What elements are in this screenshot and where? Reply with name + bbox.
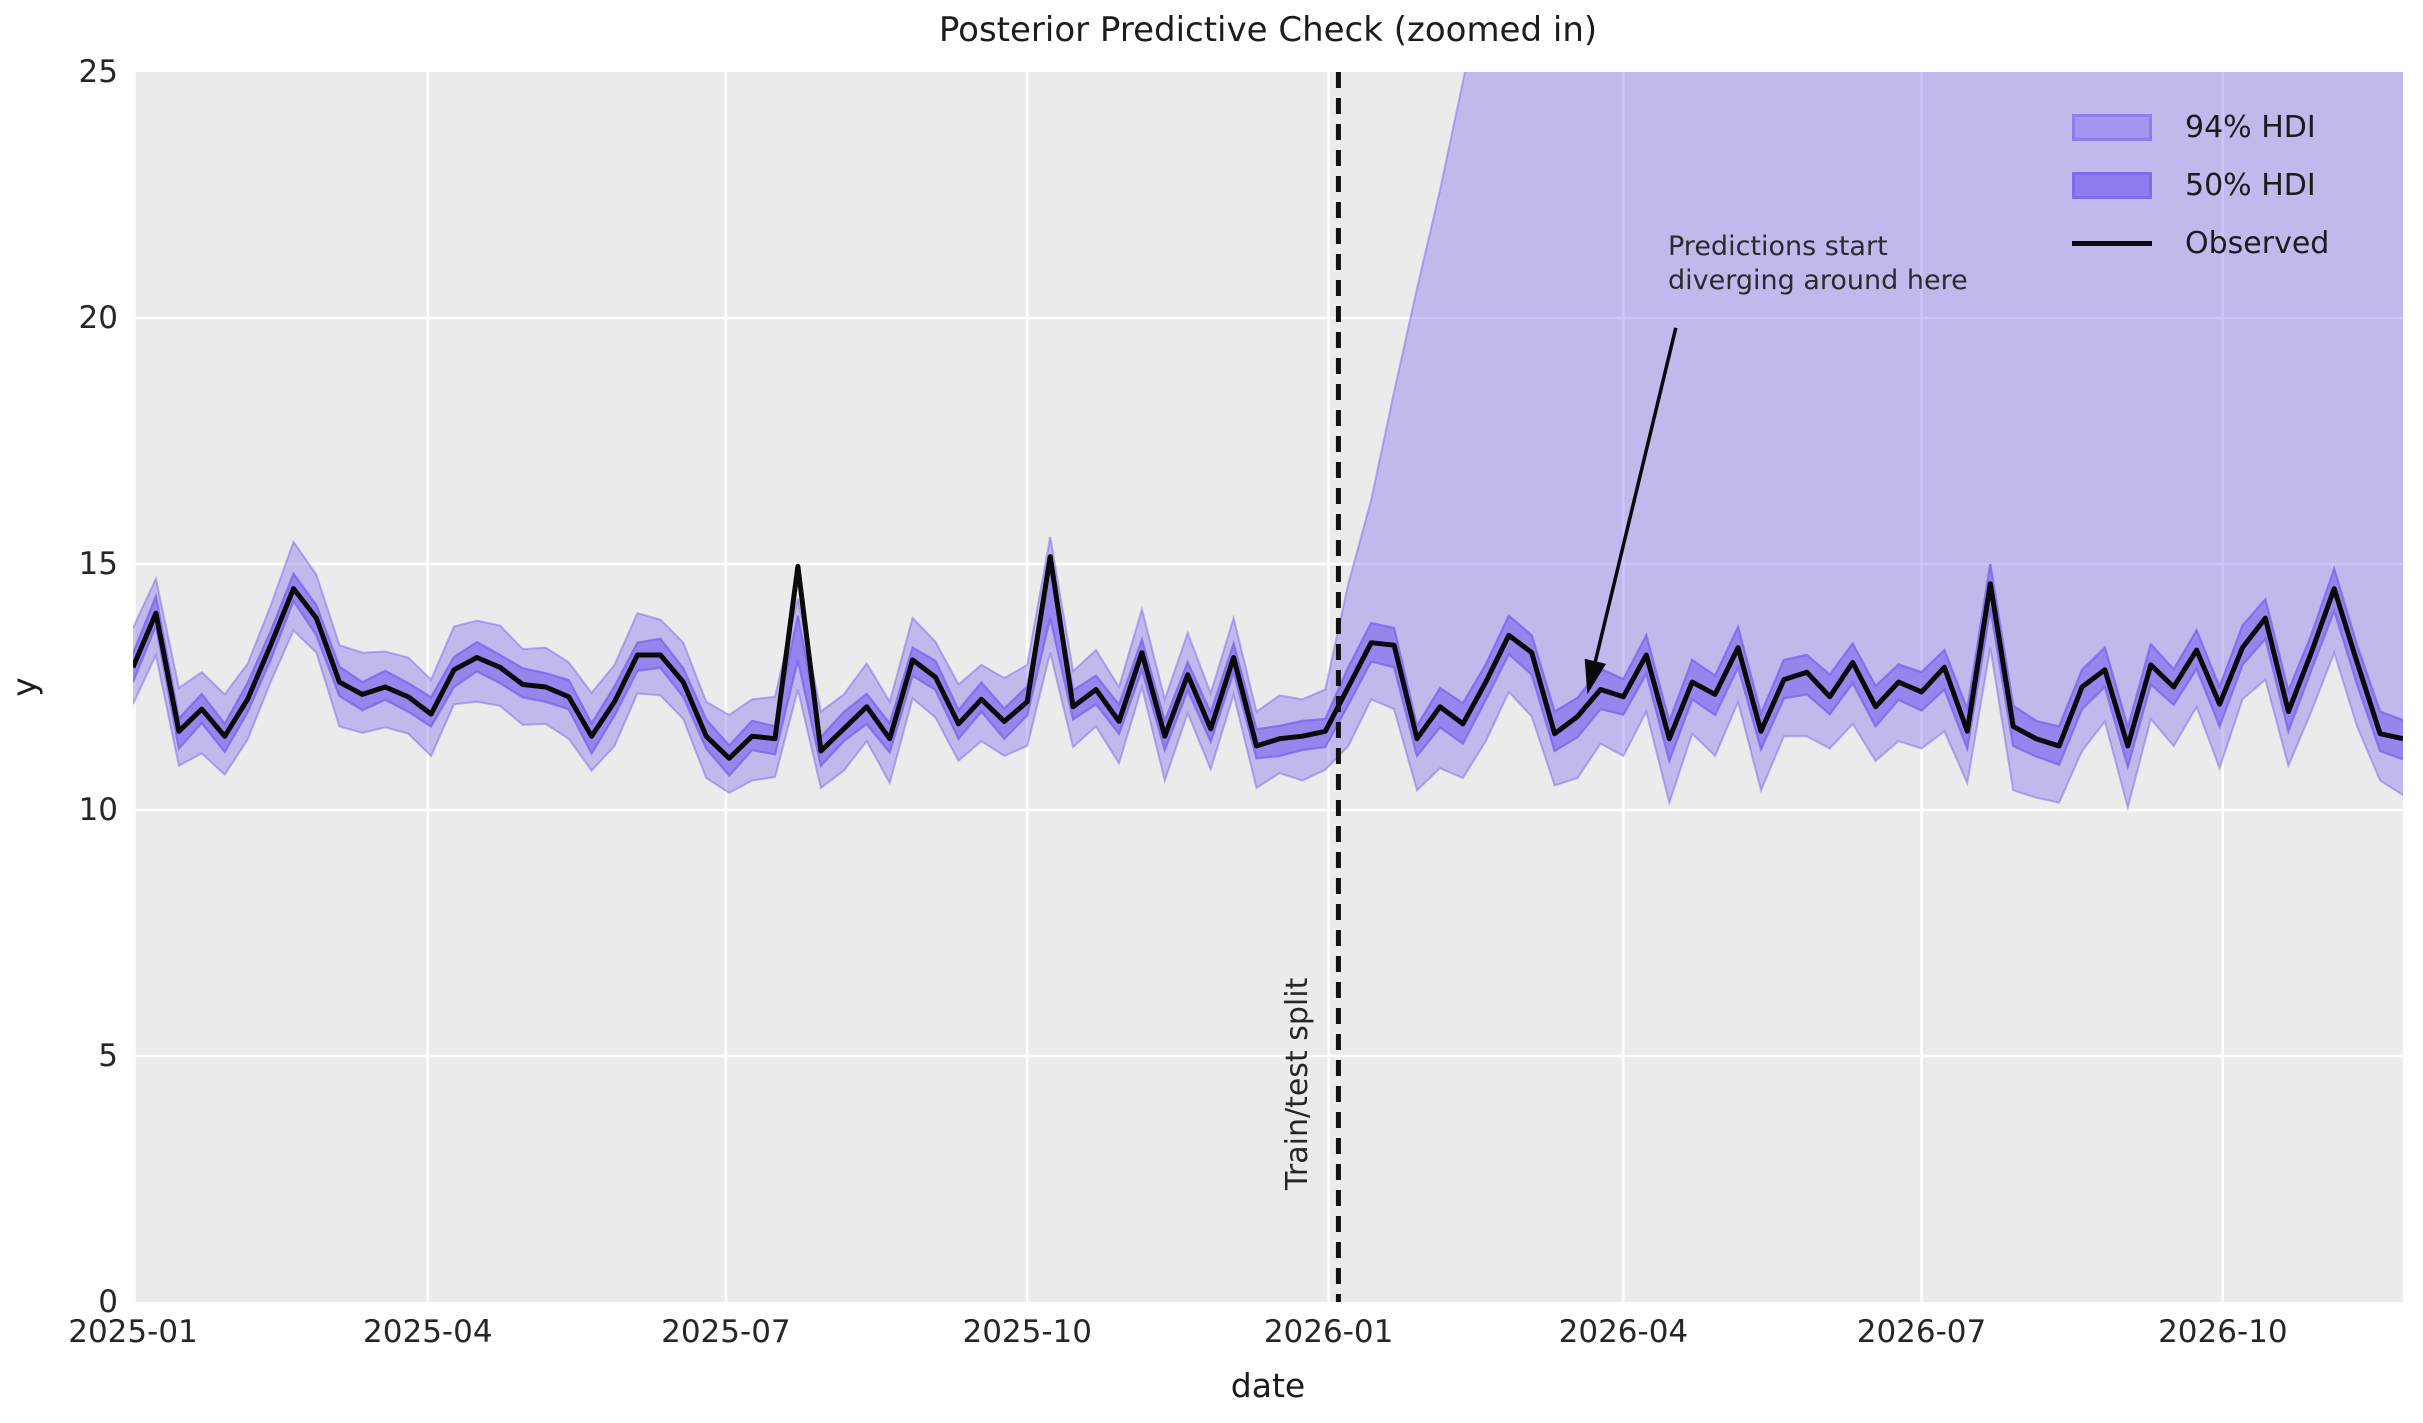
y-tick-20: 20: [78, 300, 118, 336]
x-tick-2025-07: 2025-07: [661, 1314, 791, 1350]
legend-row-94-hdi: 94% HDI: [2072, 98, 2329, 156]
legend-row-50-hdi: 50% HDI: [2072, 156, 2329, 214]
hdi-50-upper-edge: [133, 563, 2403, 748]
chart-title: Posterior Predictive Check (zoomed in): [938, 10, 1598, 50]
annotation-line-2: diverging around here: [1668, 265, 1968, 296]
x-tick-2026-10: 2026-10: [2158, 1314, 2288, 1350]
x-tick-2026-04: 2026-04: [1558, 1314, 1689, 1350]
train-test-split-label: Train/test split: [1280, 977, 1315, 1190]
hdi-94-upper-edge: [133, 72, 1466, 717]
observed-line: [133, 554, 2403, 761]
x-tick-2025-04: 2025-04: [363, 1314, 493, 1350]
observed-label: Observed: [2185, 225, 2330, 261]
y-tick-10: 10: [78, 792, 118, 828]
legend-row-observed: Observed: [2072, 214, 2329, 272]
hdi-94-label: 94% HDI: [2185, 109, 2316, 145]
hdi-50-label: 50% HDI: [2185, 167, 2316, 203]
plot-area: [133, 72, 2403, 1302]
x-tick-2026-07: 2026-07: [1856, 1314, 1987, 1350]
hdi-94-swatch: [2072, 113, 2152, 141]
divergence-annotation: Predictions start diverging around here: [1668, 230, 1968, 298]
hdi-50-swatch: [2072, 171, 2152, 199]
hdi-50-lower-edge: [133, 598, 2403, 778]
observed-line-swatch: [2072, 240, 2152, 246]
y-tick-5: 5: [98, 1038, 118, 1074]
chart-canvas: [133, 72, 2403, 1302]
y-axis-label: y: [4, 677, 44, 697]
annotation-arrow-shaft: [1593, 327, 1678, 662]
x-axis-label: date: [1230, 1366, 1306, 1405]
y-tick-0: 0: [98, 1284, 118, 1320]
annotation-line-1: Predictions start: [1668, 231, 1888, 262]
hdi-94-band: [133, 72, 2403, 808]
annotation-arrowhead: [1584, 658, 1607, 695]
x-tick-2025-10: 2025-10: [962, 1314, 1092, 1350]
y-tick-15: 15: [78, 546, 118, 582]
x-tick-2026-01: 2026-01: [1263, 1314, 1394, 1350]
hdi-94-lower-edge: [133, 628, 2403, 812]
x-tick-2025-01: 2025-01: [68, 1314, 198, 1350]
legend: 94% HDI 50% HDI Observed: [2072, 98, 2329, 272]
y-tick-25: 25: [78, 54, 118, 90]
